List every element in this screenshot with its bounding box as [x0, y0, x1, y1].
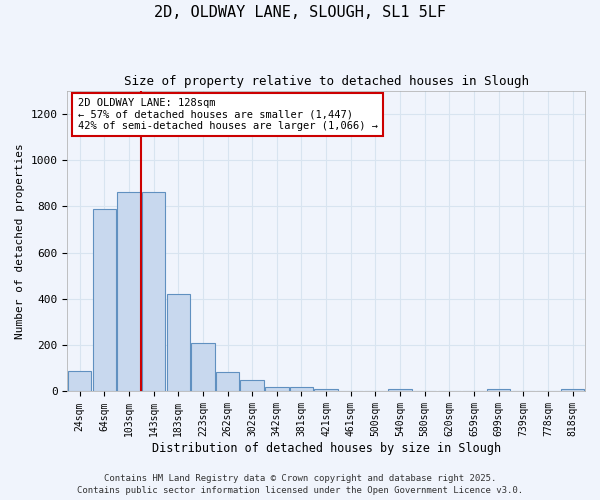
Text: 2D OLDWAY LANE: 128sqm
← 57% of detached houses are smaller (1,447)
42% of semi-: 2D OLDWAY LANE: 128sqm ← 57% of detached… — [77, 98, 377, 132]
Bar — [142, 192, 165, 392]
Bar — [487, 389, 511, 392]
Bar — [290, 388, 313, 392]
Text: 2D, OLDWAY LANE, SLOUGH, SL1 5LF: 2D, OLDWAY LANE, SLOUGH, SL1 5LF — [154, 5, 446, 20]
Bar — [117, 192, 140, 392]
Bar — [388, 389, 412, 392]
Y-axis label: Number of detached properties: Number of detached properties — [15, 143, 25, 339]
Bar — [68, 370, 91, 392]
X-axis label: Distribution of detached houses by size in Slough: Distribution of detached houses by size … — [152, 442, 501, 455]
Text: Contains HM Land Registry data © Crown copyright and database right 2025.
Contai: Contains HM Land Registry data © Crown c… — [77, 474, 523, 495]
Bar — [216, 372, 239, 392]
Bar — [92, 208, 116, 392]
Bar — [241, 380, 264, 392]
Bar — [314, 389, 338, 392]
Bar — [167, 294, 190, 392]
Title: Size of property relative to detached houses in Slough: Size of property relative to detached ho… — [124, 75, 529, 88]
Bar — [265, 388, 289, 392]
Bar — [191, 343, 215, 392]
Bar — [561, 389, 584, 392]
